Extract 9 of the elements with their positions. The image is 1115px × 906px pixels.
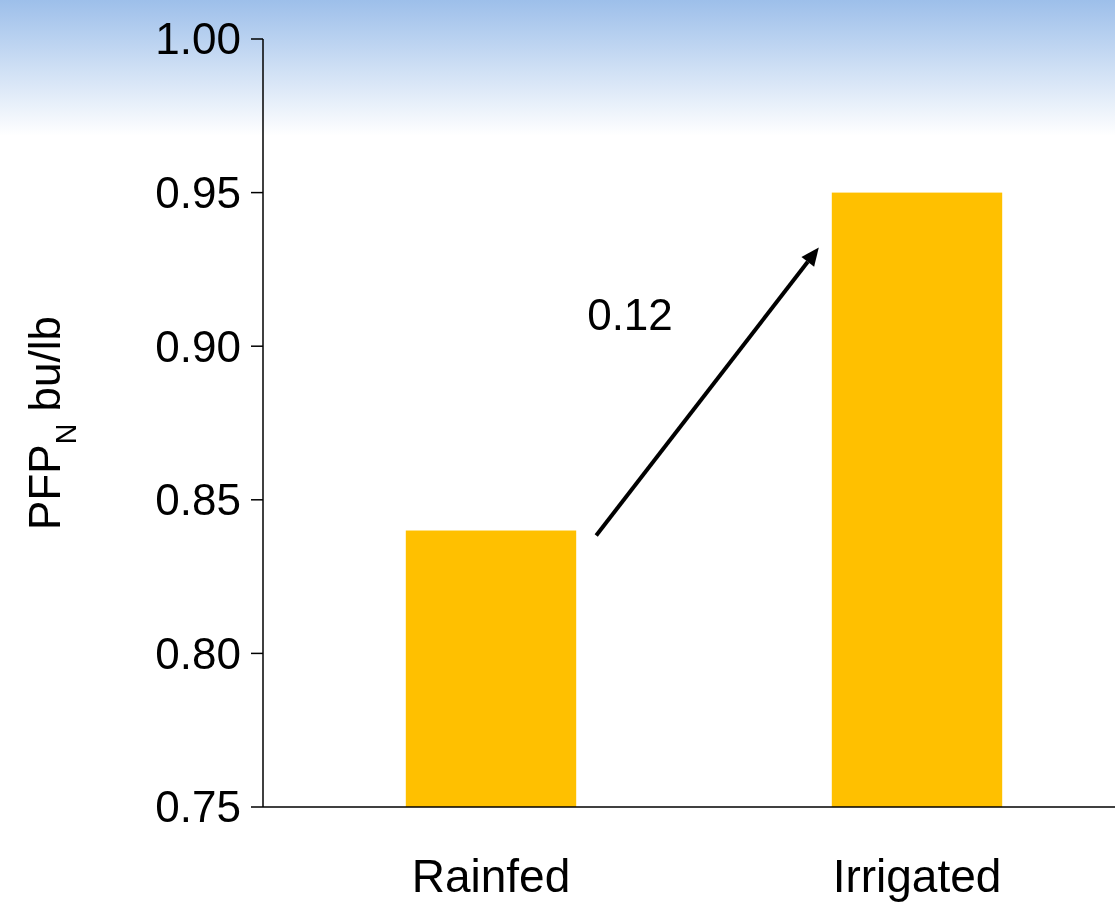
x-tick-label: Rainfed (411, 850, 571, 902)
y-tick-label: 0.95 (155, 168, 241, 217)
y-tick-label: 1.00 (155, 14, 241, 64)
y-tick-label: 0.75 (155, 782, 241, 832)
annotation: 0.12 (587, 290, 673, 339)
y-tick-label: 0.85 (155, 475, 241, 525)
y-tick-label: 0.90 (155, 321, 241, 371)
y-tick-label: 0.80 (155, 628, 241, 678)
x-tick-label: Irrigated (832, 850, 1002, 902)
